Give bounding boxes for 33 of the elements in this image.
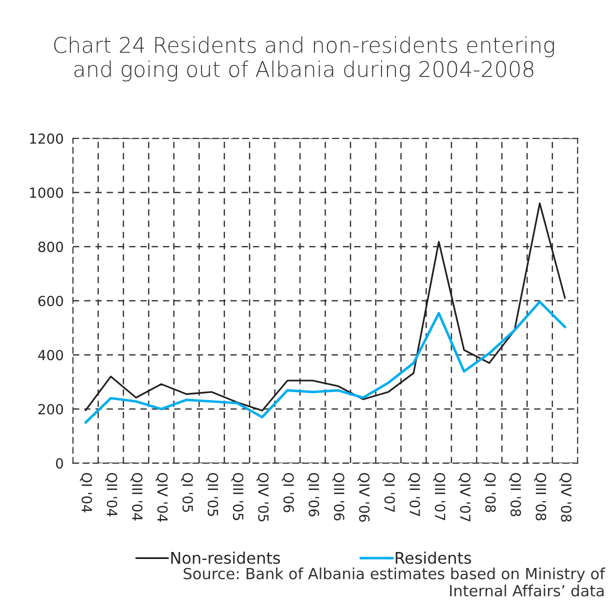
y-tick-label: 400 [38, 350, 64, 360]
x-tick-label: QIII '08 [534, 472, 546, 520]
x-tick-label: QIV '07 [458, 472, 471, 522]
x-tick-label: QI '07 [382, 472, 395, 512]
x-tick-label: QIII '06 [332, 472, 344, 520]
chart-title: Chart 24 Residents and non-residents entering and going out of Albania during 2004-2008 [54, 36, 554, 82]
x-tick-label: QII '04 [105, 472, 118, 516]
x-tick-label: QIV '08 [559, 472, 572, 522]
x-tick-label: QI '08 [484, 472, 496, 512]
y-tick-label: 1000 [30, 187, 64, 198]
y-tick-label: 0 [56, 458, 64, 469]
y-tick-label: 600 [38, 296, 64, 306]
line-series [84, 202, 566, 412]
x-tick-label: QIII '05 [231, 472, 244, 520]
x-tick-label: QII '08 [508, 472, 521, 516]
x-tick-label: QIV '06 [358, 472, 370, 522]
x-tick-label: QII '05 [206, 472, 218, 516]
y-tick-label: 1200 [30, 133, 64, 144]
source-note: Source: Bank of Albania estimates based on Ministry of Internal Affairs’ data [184, 568, 606, 596]
x-tick-label: QI '05 [180, 472, 193, 512]
legend-label: Non-residents [171, 552, 280, 564]
y-tick-label: 200 [38, 404, 64, 414]
x-tick-label: QI '06 [282, 472, 294, 512]
legend-label: Residents [396, 552, 472, 564]
x-tick-label: QII '06 [307, 472, 320, 516]
line-series [84, 300, 566, 424]
x-tick-label: QII '07 [408, 472, 420, 516]
x-tick-label: QIV '05 [256, 472, 269, 522]
x-tick-label: QIV '04 [156, 472, 168, 522]
x-tick-label: QIII '04 [130, 472, 143, 521]
y-tick-label: 800 [38, 242, 64, 252]
x-tick-label: QIII '07 [433, 472, 446, 520]
x-tick-label: QI '04 [80, 472, 92, 512]
